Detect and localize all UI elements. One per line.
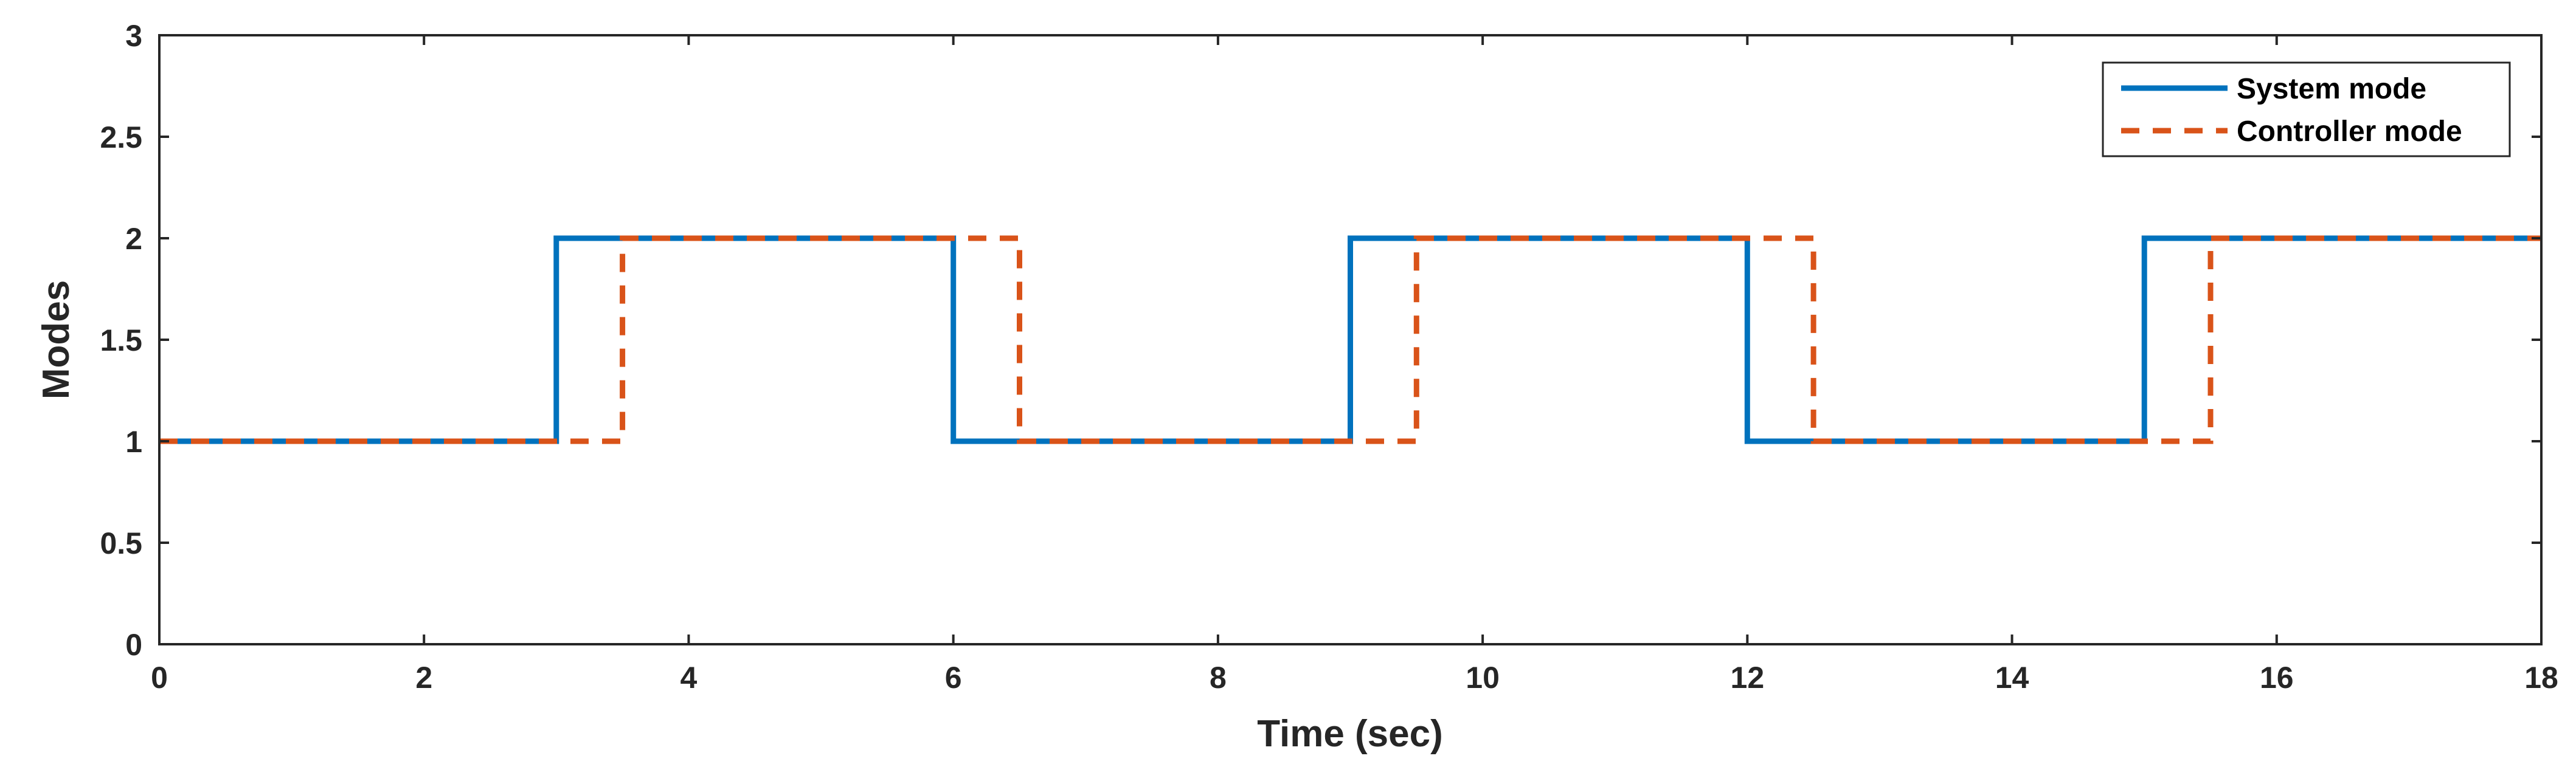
y-tick-label: 1.5: [100, 323, 142, 357]
y-tick-label: 2: [125, 222, 142, 256]
y-tick-label: 0: [125, 628, 142, 662]
x-axis-title: Time (sec): [1257, 713, 1443, 755]
x-tick-label: 4: [680, 661, 698, 695]
x-tick-label: 18: [2524, 661, 2558, 695]
y-axis-title: Modes: [35, 280, 77, 399]
x-tick-label: 6: [945, 661, 962, 695]
legend: System mode Controller mode: [2102, 61, 2511, 157]
series-line-system-mode: [159, 235, 2541, 444]
x-tick-label: 0: [151, 661, 168, 695]
y-tick-label: 0.5: [100, 526, 142, 560]
x-tick-label: 16: [2260, 661, 2294, 695]
legend-label-controller-mode: Controller mode: [2237, 115, 2462, 148]
x-tick-labels: 0 2 4 6 8 10 12 14 16 18: [151, 661, 2558, 695]
y-tick-label: 1: [125, 425, 142, 459]
y-tick-label: 2.5: [100, 120, 142, 154]
legend-box: [2102, 61, 2511, 157]
y-tick-label: 3: [125, 19, 142, 53]
series-layer: [159, 235, 2541, 444]
legend-label-system-mode: System mode: [2237, 73, 2426, 105]
x-tick-label: 8: [1210, 661, 1227, 695]
x-tick-label: 14: [1995, 661, 2029, 695]
x-tick-label: 10: [1466, 661, 1500, 695]
y-tick-labels: 0 0.5 1 1.5 2 2.5 3: [100, 19, 142, 662]
x-tick-label: 12: [1731, 661, 1765, 695]
ticks-layer: [158, 34, 2543, 645]
x-tick-label: 2: [415, 661, 432, 695]
